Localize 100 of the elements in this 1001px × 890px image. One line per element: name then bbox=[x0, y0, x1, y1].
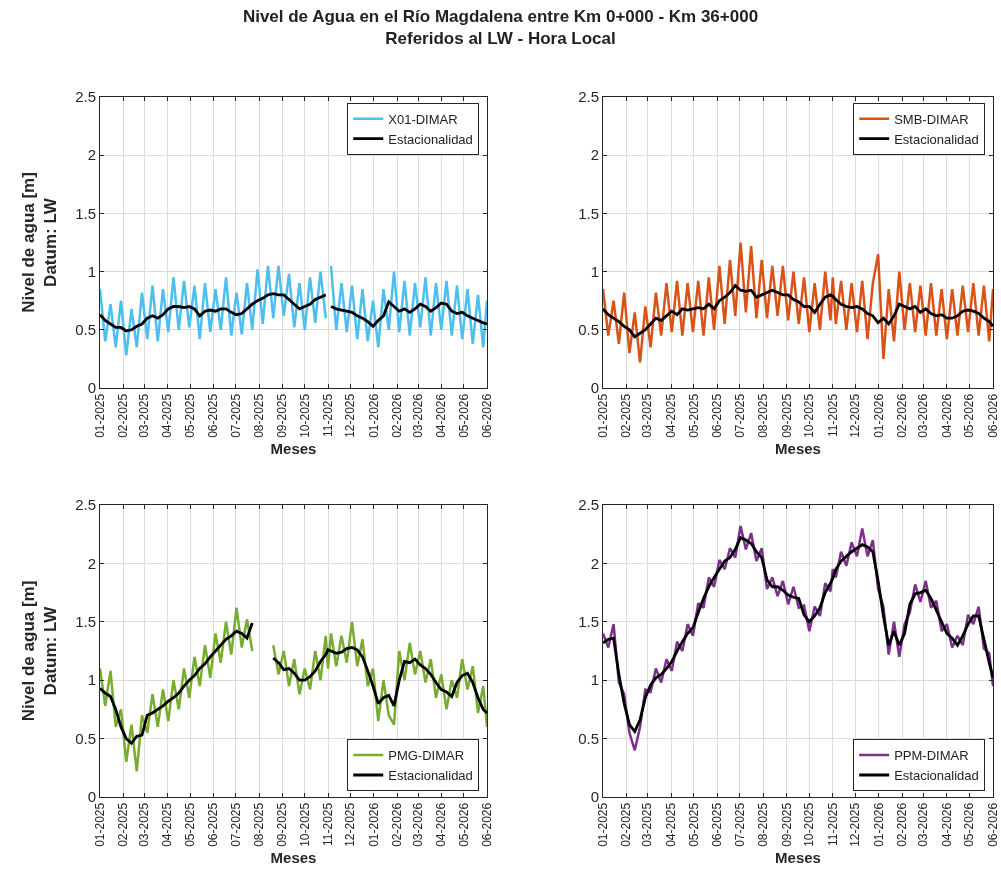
y-tick-label: 2.5 bbox=[578, 88, 599, 106]
x-tick-label: 04-2026 bbox=[939, 802, 954, 847]
x-tick-label: 11-2025 bbox=[825, 802, 840, 846]
y-tick-label: 1 bbox=[87, 671, 96, 689]
x-tick-label: 10-2025 bbox=[297, 393, 312, 438]
x-tick-label: 10-2025 bbox=[297, 802, 312, 847]
legend-label: SMB-DIMAR bbox=[894, 111, 969, 127]
legend-label: PMG-DIMAR bbox=[388, 748, 465, 764]
x-tick-label: 12-2025 bbox=[343, 802, 358, 847]
x-axis-title: Meses bbox=[270, 848, 317, 866]
x-tick-label: 05-2025 bbox=[686, 802, 701, 847]
x-tick-label: 05-2026 bbox=[456, 393, 471, 438]
x-tick-label: 06-2025 bbox=[206, 393, 221, 438]
x-tick-label: 04-2025 bbox=[160, 802, 175, 847]
x-tick-label: 06-2025 bbox=[710, 802, 725, 847]
x-tick-label: 03-2025 bbox=[640, 393, 655, 438]
legend-label: Estacionalidad bbox=[894, 768, 979, 784]
x-tick-label: 12-2025 bbox=[848, 393, 863, 438]
y-tick-label: 2 bbox=[87, 554, 96, 572]
x-axis-title: Meses bbox=[775, 439, 821, 457]
x-tick-label: 08-2025 bbox=[251, 393, 266, 438]
x-tick-label: 03-2025 bbox=[137, 802, 152, 847]
x-tick-label: 06-2026 bbox=[985, 802, 1000, 847]
x-tick-label: 12-2025 bbox=[343, 393, 358, 438]
y-tick-label: 1.5 bbox=[75, 613, 96, 631]
x-tick-label: 06-2026 bbox=[479, 802, 494, 847]
x-tick-label: 07-2025 bbox=[228, 802, 243, 847]
y-axis-title: Nivel de agua [m] Datum: LW bbox=[18, 172, 60, 313]
y-tick-label: 1 bbox=[590, 262, 599, 280]
x-tick-label: 03-2026 bbox=[410, 393, 425, 438]
y-tick-label: 0.5 bbox=[75, 729, 96, 747]
y-tick-label: 2.5 bbox=[578, 496, 599, 514]
x-tick-label: 05-2025 bbox=[686, 393, 701, 438]
y-axis-title: Nivel de agua [m] Datum: LW bbox=[18, 580, 60, 722]
x-tick-label: 02-2025 bbox=[619, 802, 634, 847]
x-tick-label: 11-2025 bbox=[320, 393, 335, 437]
x-tick-label: 09-2025 bbox=[275, 802, 290, 847]
x-tick-label: 04-2025 bbox=[160, 393, 175, 438]
y-tick-label: 1.5 bbox=[578, 204, 599, 222]
line-series bbox=[603, 241, 993, 364]
x-tick-label: 09-2025 bbox=[275, 393, 290, 438]
x-tick-label: 04-2025 bbox=[663, 802, 678, 847]
y-tick-label: 0.5 bbox=[75, 321, 96, 339]
x-tick-label: 11-2025 bbox=[320, 802, 335, 846]
x-tick-label: 02-2026 bbox=[895, 802, 910, 847]
x-tick-label: 02-2025 bbox=[619, 393, 634, 438]
y-tick-label: 2 bbox=[590, 146, 599, 164]
chart-subtitle: Referidos al LW - Hora Local bbox=[384, 28, 617, 50]
x-axis-title: Meses bbox=[270, 439, 317, 457]
x-tick-label: 01-2026 bbox=[871, 802, 886, 847]
legend-label: Estacionalidad bbox=[894, 131, 979, 147]
x-tick-label: 01-2026 bbox=[366, 393, 381, 438]
x-tick-label: 02-2025 bbox=[116, 802, 131, 847]
legend-label: PPM-DIMAR bbox=[894, 748, 969, 764]
x-tick-label: 06-2025 bbox=[206, 802, 221, 847]
x-tick-label: 09-2025 bbox=[779, 393, 794, 438]
legend-label: Estacionalidad bbox=[388, 131, 473, 147]
x-axis-title: Meses bbox=[775, 848, 821, 866]
x-tick-label: 03-2025 bbox=[640, 802, 655, 847]
x-tick-label: 02-2026 bbox=[389, 802, 404, 847]
x-tick-label: 02-2026 bbox=[895, 393, 910, 438]
x-tick-label: 04-2026 bbox=[434, 393, 449, 438]
x-tick-label: 02-2025 bbox=[116, 393, 131, 438]
x-tick-label: 03-2026 bbox=[916, 393, 931, 438]
x-tick-label: 06-2026 bbox=[479, 393, 494, 438]
y-tick-label: 2.5 bbox=[75, 88, 96, 106]
x-tick-label: 07-2025 bbox=[228, 393, 243, 438]
x-tick-label: 03-2026 bbox=[410, 802, 425, 847]
y-tick-label: 1.5 bbox=[75, 204, 96, 222]
x-tick-label: 11-2025 bbox=[825, 393, 840, 437]
x-tick-label: 10-2025 bbox=[802, 802, 817, 847]
x-tick-label: 05-2025 bbox=[182, 393, 197, 438]
x-tick-label: 05-2025 bbox=[182, 802, 197, 847]
x-tick-label: 09-2025 bbox=[779, 802, 794, 847]
x-tick-label: 06-2025 bbox=[710, 393, 725, 438]
x-tick-label: 02-2026 bbox=[389, 393, 404, 438]
x-tick-label: 03-2025 bbox=[137, 393, 152, 438]
x-tick-label: 08-2025 bbox=[251, 802, 266, 847]
x-tick-label: 05-2026 bbox=[456, 802, 471, 847]
chart-title: Nivel de Agua en el Río Magdalena entre Km 0+000 - Km 36+000 bbox=[241, 6, 760, 28]
x-tick-label: 08-2025 bbox=[756, 393, 771, 438]
y-tick-label: 2 bbox=[87, 146, 96, 164]
y-tick-label: 0.5 bbox=[578, 321, 599, 339]
x-tick-label: 07-2025 bbox=[732, 802, 747, 847]
line-series bbox=[603, 284, 993, 339]
y-tick-label: 2.5 bbox=[75, 496, 96, 514]
x-tick-label: 05-2026 bbox=[962, 802, 977, 847]
y-tick-label: 0.5 bbox=[578, 729, 599, 747]
x-tick-label: 05-2026 bbox=[962, 393, 977, 438]
x-tick-label: 06-2026 bbox=[985, 393, 1000, 438]
legend-label: Estacionalidad bbox=[388, 768, 473, 784]
x-tick-label: 07-2025 bbox=[732, 393, 747, 438]
y-tick-label: 1 bbox=[590, 671, 599, 689]
x-tick-label: 01-2026 bbox=[871, 393, 886, 438]
x-tick-label: 04-2025 bbox=[663, 393, 678, 438]
y-tick-label: 1.5 bbox=[578, 613, 599, 631]
x-tick-label: 10-2025 bbox=[802, 393, 817, 438]
y-tick-label: 1 bbox=[87, 262, 96, 280]
x-tick-label: 12-2025 bbox=[848, 802, 863, 847]
legend-label: X01-DIMAR bbox=[388, 111, 458, 127]
